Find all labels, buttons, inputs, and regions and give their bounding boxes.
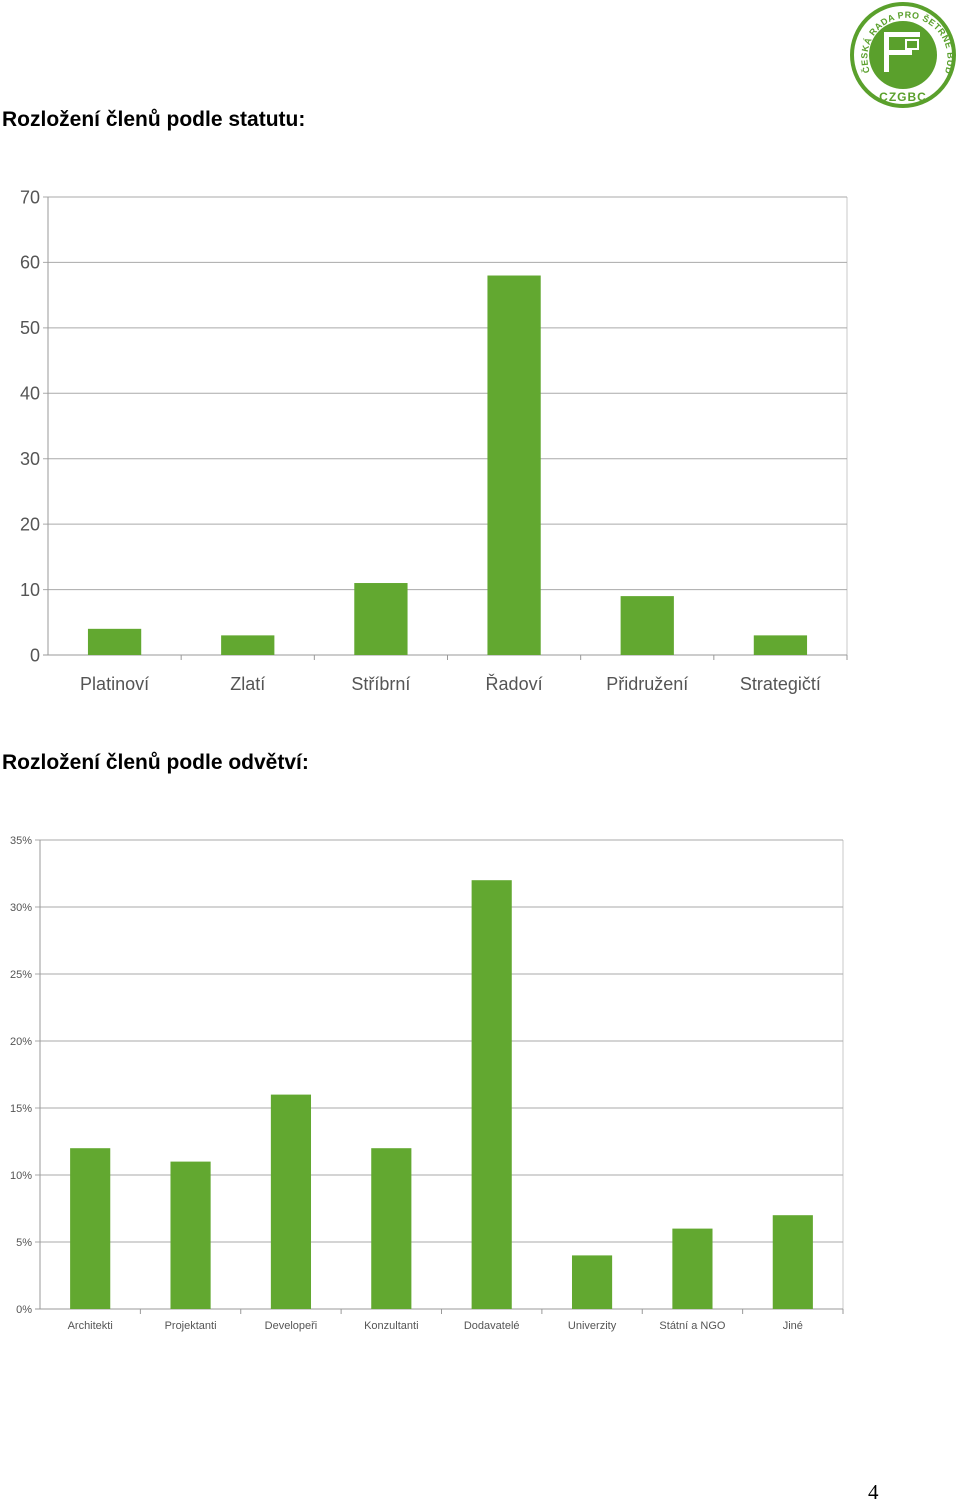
y-tick-label: 50 — [20, 318, 40, 338]
y-tick-label: 10 — [20, 580, 40, 600]
x-category-label: Zlatí — [230, 674, 265, 694]
section-heading-sector: Rozložení členů podle odvětví: — [2, 751, 309, 774]
y-tick-label: 60 — [20, 253, 40, 273]
x-category-label: Developeři — [265, 1320, 318, 1332]
x-category-label: Stříbrní — [351, 674, 410, 694]
y-tick-label: 0 — [30, 645, 40, 665]
x-category-label: Řadoví — [486, 674, 543, 694]
x-category-label: Dodavatelé — [464, 1320, 520, 1332]
x-category-label: Přidružení — [606, 674, 688, 694]
y-tick-label: 20 — [20, 514, 40, 534]
czgbc-logo-emblem: ČESKÁ RADA PRO ŠETRNÉ BUDOVY CZGBC — [844, 0, 956, 108]
x-category-label: Platinoví — [80, 674, 149, 694]
bar — [753, 635, 808, 655]
x-category-label: Státní a NGO — [659, 1320, 725, 1332]
bar — [571, 1255, 613, 1309]
y-tick-label: 40 — [20, 384, 40, 404]
x-category-label: Konzultanti — [364, 1320, 418, 1332]
page-number: 4 — [868, 1480, 879, 1504]
x-category-label: Architekti — [68, 1320, 113, 1332]
bar — [221, 635, 275, 655]
chart-sector: 0% 5% 10% 15% 20% 25% 30% 35% Architekti Projekta… — [10, 835, 844, 1332]
x-category-label: Strategičtí — [740, 674, 821, 694]
bar — [772, 1215, 813, 1309]
bar — [270, 1094, 312, 1309]
bar — [70, 1148, 111, 1309]
y-tick-label: 10% — [10, 1170, 32, 1182]
x-category-label: Projektanti — [165, 1320, 217, 1332]
y-tick-label: 5% — [16, 1237, 32, 1249]
czgbc-logo: ČESKÁ RADA PRO ŠETRNÉ BUDOVY CZGBC — [844, 0, 958, 108]
bar — [672, 1228, 713, 1309]
bar — [354, 583, 408, 655]
x-category-label: Jiné — [783, 1320, 803, 1332]
bar — [170, 1161, 211, 1309]
y-tick-label: 35% — [10, 835, 32, 847]
y-tick-label: 25% — [10, 969, 32, 981]
chart-status: 0 10 20 30 40 50 60 70 Platinoví Zlatí Stříbrní Řad… — [20, 187, 848, 694]
y-tick-label: 30 — [20, 449, 40, 469]
y-tick-label: 20% — [10, 1036, 32, 1048]
bar — [87, 628, 142, 655]
y-tick-label: 15% — [10, 1103, 32, 1115]
bar — [620, 596, 674, 655]
bar — [487, 275, 541, 655]
bar — [471, 880, 512, 1309]
bar — [371, 1148, 412, 1309]
y-tick-label: 70 — [20, 187, 40, 207]
x-category-label: Univerzity — [568, 1320, 617, 1332]
y-tick-label: 0% — [16, 1304, 32, 1316]
section-heading-status: Rozložení členů podle statutu: — [2, 108, 306, 131]
y-tick-label: 30% — [10, 902, 32, 914]
logo-abbr: CZGBC — [879, 90, 927, 104]
